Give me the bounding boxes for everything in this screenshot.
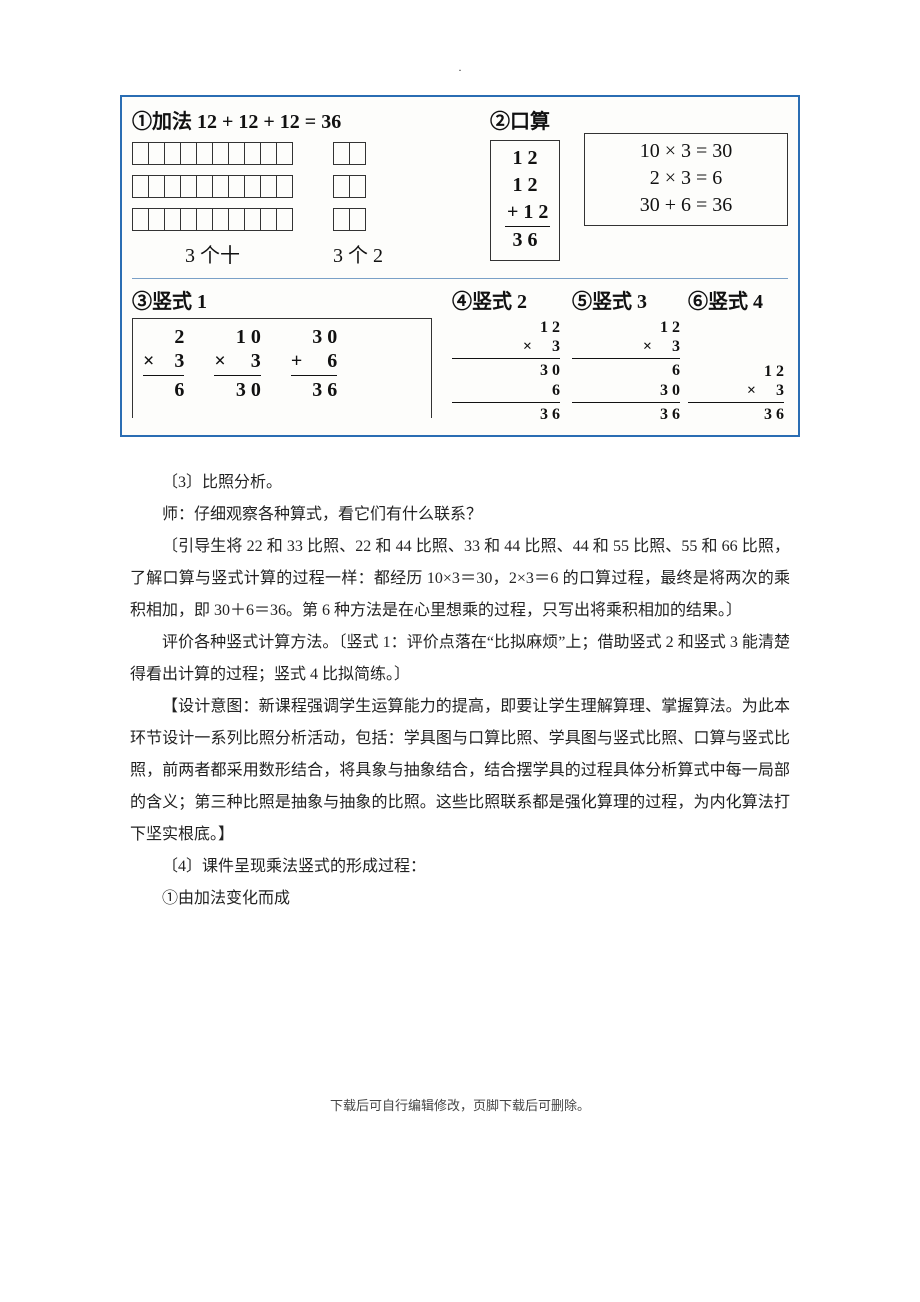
vertical-4: ⑥竖式 4 1 2 × 3 3 6 <box>680 285 784 425</box>
figure-divider <box>132 278 788 279</box>
para-4-heading: 〔4〕课件呈现乘法竖式的形成过程： <box>130 851 790 883</box>
header-dot: . <box>0 60 920 75</box>
vertical-1: ③竖式 1 2 × 3 6 1 0 × 3 3 0 <box>132 285 432 425</box>
v3-title: ⑤竖式 3 <box>572 285 680 314</box>
para-3-heading: 〔3〕比照分析。 <box>130 467 790 499</box>
v1c: 3 0 + 6 3 6 <box>291 325 337 402</box>
page-footer: 下载后可自行编辑修改，页脚下载后可删除。 <box>0 1095 920 1114</box>
add-l1: 1 2 <box>505 145 545 172</box>
v1a: 2 × 3 6 <box>143 325 184 402</box>
math-figure: ①加法 12 + 12 + 12 = 36 3 个十 <box>120 95 800 437</box>
two-block <box>333 175 366 198</box>
add-l2: 1 2 <box>505 172 545 199</box>
label-3-twos: 3 个 2 <box>333 239 383 268</box>
mental-l2: 2 × 3 = 6 <box>599 165 773 192</box>
add-l4: 3 6 <box>505 227 545 254</box>
v2-title: ④竖式 2 <box>452 285 560 314</box>
figure-bottom-row: ③竖式 1 2 × 3 6 1 0 × 3 3 0 <box>132 285 788 425</box>
para-teacher-q: 师：仔细观察各种算式，看它们有什么联系？ <box>130 499 790 531</box>
method1-title: ①加法 12 + 12 + 12 = 36 <box>132 105 472 134</box>
ten-block <box>132 208 293 231</box>
label-3-tens: 3 个十 <box>132 239 293 268</box>
method-2: ②口算 1 2 1 2 + 1 2 3 6 10 × 3 = 30 2 × 3 … <box>472 105 788 268</box>
v4-title: ⑥竖式 4 <box>688 285 784 314</box>
para-guide: 〔引导生将 22 和 33 比照、22 和 44 比照、33 和 44 比照、4… <box>130 531 790 627</box>
figure-top-row: ①加法 12 + 12 + 12 = 36 3 个十 <box>132 105 788 268</box>
mental-l1: 10 × 3 = 30 <box>599 138 773 165</box>
mental-l3: 30 + 6 = 36 <box>599 192 773 219</box>
add-l3: + 1 2 <box>505 199 545 227</box>
document-page: . ①加法 12 + 12 + 12 = 36 3 个十 <box>0 0 920 1154</box>
method-1: ①加法 12 + 12 + 12 = 36 3 个十 <box>132 105 472 268</box>
tens-column: 3 个十 <box>132 142 293 268</box>
vertical-3: ⑤竖式 3 1 2 × 3 6 3 0 3 6 <box>560 285 680 425</box>
two-block <box>333 142 366 165</box>
v1b: 1 0 × 3 3 0 <box>214 325 260 402</box>
figure-container: ①加法 12 + 12 + 12 = 36 3 个十 <box>120 95 800 437</box>
twos-column: 3 个 2 <box>333 142 383 268</box>
v1-title: ③竖式 1 <box>132 285 432 314</box>
ten-block <box>132 142 293 165</box>
two-block <box>333 208 366 231</box>
method2-title: ②口算 <box>490 105 560 134</box>
ten-block <box>132 175 293 198</box>
blocks-area: 3 个十 3 个 2 <box>132 140 472 268</box>
addition-box: 1 2 1 2 + 1 2 3 6 <box>490 140 560 261</box>
vertical-2: ④竖式 2 1 2 × 3 3 0 6 3 6 <box>432 285 560 425</box>
mental-box: 10 × 3 = 30 2 × 3 = 6 30 + 6 = 36 <box>584 133 788 226</box>
body-text: 〔3〕比照分析。 师：仔细观察各种算式，看它们有什么联系？ 〔引导生将 22 和… <box>130 467 790 915</box>
para-intent: 【设计意图：新课程强调学生运算能力的提高，即要让学生理解算理、掌握算法。为此本环… <box>130 691 790 851</box>
para-eval: 评价各种竖式计算方法。〔竖式 1：评价点落在“比拟麻烦”上；借助竖式 2 和竖式… <box>130 627 790 691</box>
para-item1: ①由加法变化而成 <box>130 883 790 915</box>
